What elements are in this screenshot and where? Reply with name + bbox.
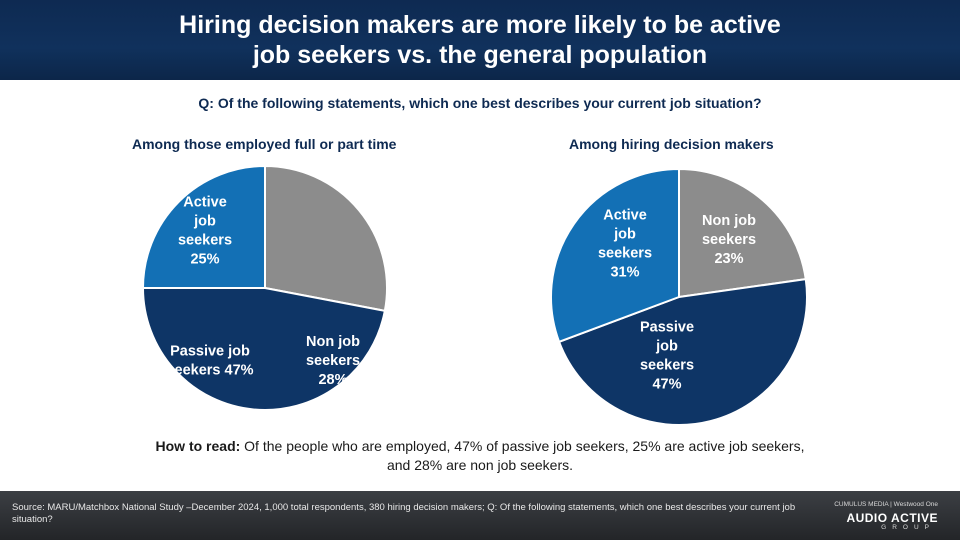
pie-slice-label-0-0: Non job seekers 28% bbox=[306, 334, 360, 388]
pie-slice-label-1-0: Non job seekers 23% bbox=[702, 213, 756, 267]
pie-slice-0-2 bbox=[141, 164, 266, 289]
pie-slice-label-1-2: Active job seekers 31% bbox=[598, 208, 652, 281]
pie-slice-label-0-2: Active job seekers 25% bbox=[178, 195, 232, 268]
pie-slice-0-0 bbox=[264, 164, 388, 313]
header-banner: Hiring decision makers are more likely t… bbox=[0, 0, 960, 80]
pie-chart-employed: Non job seekers 28% Passive job seekers 47% A… bbox=[141, 164, 388, 411]
brand-cumulus-westwood: CUMULUS MEDIA | Westwood One bbox=[834, 501, 938, 508]
brand-logo-audio-active: AUDIO ACTIVE bbox=[846, 511, 938, 525]
survey-question: Q: Of the following statements, which on… bbox=[198, 95, 762, 111]
how-to-read-line1: How to read: Of the people who are emplo… bbox=[40, 437, 920, 456]
slide-title: Hiring decision makers are more likely t… bbox=[179, 11, 781, 69]
source-note: Source: MARU/Matchbox National Study –De… bbox=[12, 502, 796, 525]
chart-title-employed: Among those employed full or part time bbox=[132, 136, 397, 152]
pie-slice-label-0-1: Passive job seekers 47% bbox=[166, 344, 253, 379]
how-to-read-line2: and 28% are non job seekers. bbox=[386, 457, 573, 473]
how-to-read-text: Of the people who are employed, 47% of p… bbox=[240, 438, 805, 454]
brand-logo-group: GROUP bbox=[881, 524, 935, 531]
pie-slice-0-1 bbox=[141, 287, 387, 411]
pie-slice-1-1 bbox=[557, 278, 808, 426]
how-to-read: How to read: Of the people who are emplo… bbox=[40, 437, 920, 475]
how-to-read-label: How to read: bbox=[155, 438, 241, 454]
footer-bar: Source: MARU/Matchbox National Study –De… bbox=[0, 491, 960, 540]
pie-slice-1-0 bbox=[678, 167, 807, 299]
pie-slice-label-1-1: Passive job seekers 47% bbox=[640, 320, 694, 393]
pie-chart-hiring-decision-makers: Non job seekers 23%Passive job seekers 47% Act… bbox=[550, 167, 808, 426]
pie-slice-1-2 bbox=[550, 167, 680, 344]
chart-title-hiring: Among hiring decision makers bbox=[569, 136, 774, 152]
